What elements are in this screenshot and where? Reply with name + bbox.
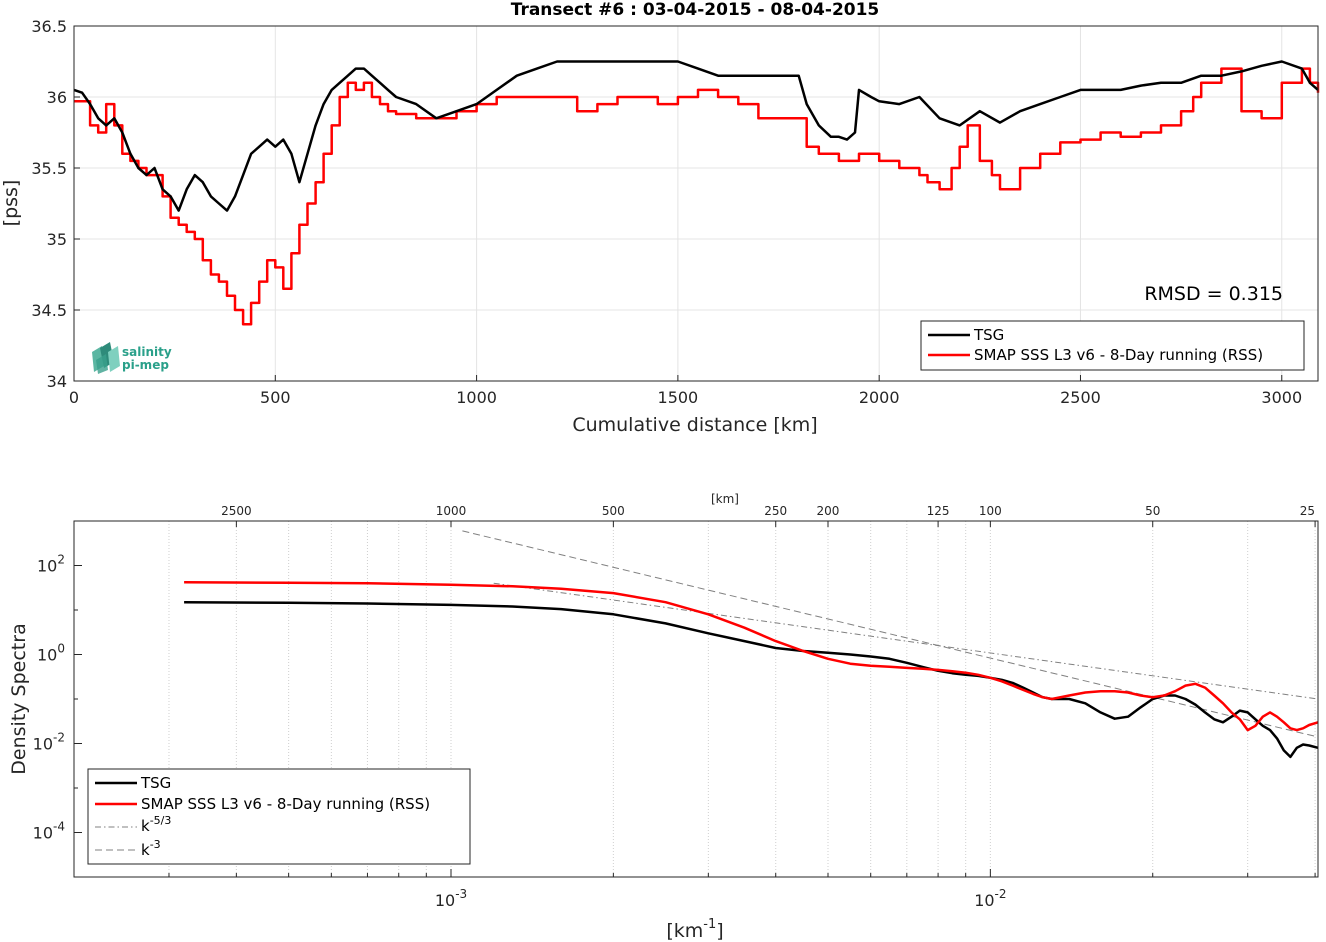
rmsd-annotation: RMSD = 0.315 [1144, 283, 1283, 305]
top-km-tick-label: 2500 [221, 504, 252, 518]
k53-base: k [141, 817, 150, 835]
chart-title: Transect #6 : 03-04-2015 - 08-04-2015 [511, 0, 880, 20]
bottom-legend-label-smap: SMAP SSS L3 v6 - 8-Day running (RSS) [141, 795, 430, 813]
top-y-tick-label: 36 [47, 88, 67, 107]
top-x-tick-label: 0 [69, 388, 79, 407]
top-x-tick-label: 3000 [1261, 388, 1302, 407]
bottom-y-tick-label: 100 [37, 642, 65, 665]
bottom-axes-box [73, 520, 1319, 878]
logo-text-pimep: pi-mep [122, 358, 169, 372]
top-legend-label-tsg: TSG [973, 326, 1004, 344]
k-minus-3-line [462, 530, 1319, 738]
top-y-tick-label: 34 [47, 372, 67, 391]
logo-mark [92, 342, 120, 374]
top-km-tick-label: 1000 [436, 504, 467, 518]
top-x-tick-label: 500 [260, 388, 291, 407]
bottom-x-tick-exp: -3 [455, 887, 467, 901]
top-tick-labels: 0 500 1000 1500 2000 2500 3000 34 34.5 35 35.5 36 36… [31, 17, 1302, 407]
top-x-tick-label: 1500 [658, 388, 699, 407]
top-km-tick-label: 500 [602, 504, 625, 518]
top-y-axis-label: [pss] [0, 180, 22, 227]
bottom-data-lines [184, 530, 1319, 759]
bottom-x-axis-label-end: ] [716, 920, 723, 942]
top-km-tick-label: 100 [979, 504, 1002, 518]
bottom-x-tick-label: 10-2 [974, 887, 1006, 910]
bottom-x-axis-label: [km-1] [666, 917, 723, 942]
bottom-y-tick-exp: 0 [57, 642, 65, 656]
top-axis-unit-label: [km] [711, 492, 739, 506]
top-km-tick-label: 50 [1145, 504, 1160, 518]
bottom-y-tick-exp: -4 [53, 820, 65, 834]
top-x-tick-label: 2000 [859, 388, 900, 407]
bottom-legend: TSG SMAP SSS L3 v6 - 8-Day running (RSS)… [87, 768, 471, 865]
k53-sup: -5/3 [150, 814, 172, 827]
bottom-grid [74, 520, 1316, 878]
top-y-tick-label: 35 [47, 230, 67, 249]
bottom-legend-label-k3: k-3 [141, 838, 161, 859]
bottom-x-axis-label-sup: -1 [703, 917, 716, 932]
bottom-y-tick-label: 10-2 [33, 731, 65, 754]
bottom-y-tick-label: 102 [37, 553, 65, 576]
k-minus-5-3-line [493, 582, 1319, 700]
top-legend: TSG SMAP SSS L3 v6 - 8-Day running (RSS) [920, 320, 1305, 371]
top-legend-label-smap: SMAP SSS L3 v6 - 8-Day running (RSS) [974, 346, 1263, 364]
bottom-x-tick-base: 10 [974, 891, 994, 910]
bottom-y-tick-base: 10 [33, 735, 53, 754]
bottom-y-tick-base: 10 [33, 824, 53, 843]
bottom-y-tick-label: 10-4 [33, 820, 65, 843]
bottom-legend-label-k53: k-5/3 [141, 814, 171, 835]
top-y-tick-label: 36.5 [31, 17, 67, 36]
bottom-y-tick-exp: 2 [57, 553, 65, 567]
tsg-spectrum-line [184, 600, 1319, 759]
bottom-y-tick-base: 10 [37, 557, 57, 576]
k3-sup: -3 [150, 838, 161, 851]
bottom-x-tick-base: 10 [435, 891, 455, 910]
bottom-legend-label-tsg: TSG [140, 774, 171, 792]
smap-line [74, 67, 1320, 326]
bottom-y-tick-base: 10 [37, 646, 57, 665]
bottom-legend-box [87, 768, 471, 865]
top-km-tick-label: 200 [817, 504, 840, 518]
salinity-transect-chart: Transect #6 : 03-04-2015 - 08-04-2015 0 5… [0, 0, 1320, 436]
smap-spectrum-line [184, 581, 1319, 732]
top-x-tick-label: 2500 [1060, 388, 1101, 407]
top-data-lines [73, 60, 1320, 326]
top-y-tick-label: 34.5 [31, 301, 67, 320]
top-x-axis-label: Cumulative distance [km] [572, 414, 817, 436]
top-km-tick-label: 25 [1300, 504, 1315, 518]
k3-base: k [141, 841, 150, 859]
bottom-y-axis-label: Density Spectra [8, 623, 30, 774]
bottom-x-tick-label: 10-3 [435, 887, 467, 910]
top-km-tick-label: 250 [764, 504, 787, 518]
top-x-tick-label: 1000 [456, 388, 497, 407]
top-axes-box [73, 25, 1319, 382]
bottom-x-tick-exp: -2 [995, 887, 1007, 901]
logo-text-salinity: salinity [122, 345, 172, 359]
bottom-x-axis-label-base: [km [666, 920, 703, 942]
top-y-tick-label: 35.5 [31, 159, 67, 178]
bottom-y-tick-exp: -2 [53, 731, 65, 745]
top-legend-box [920, 320, 1305, 371]
tsg-line [73, 60, 1319, 212]
salinity-pi-mep-logo: salinity pi-mep [92, 342, 172, 374]
top-km-tick-label: 125 [927, 504, 950, 518]
